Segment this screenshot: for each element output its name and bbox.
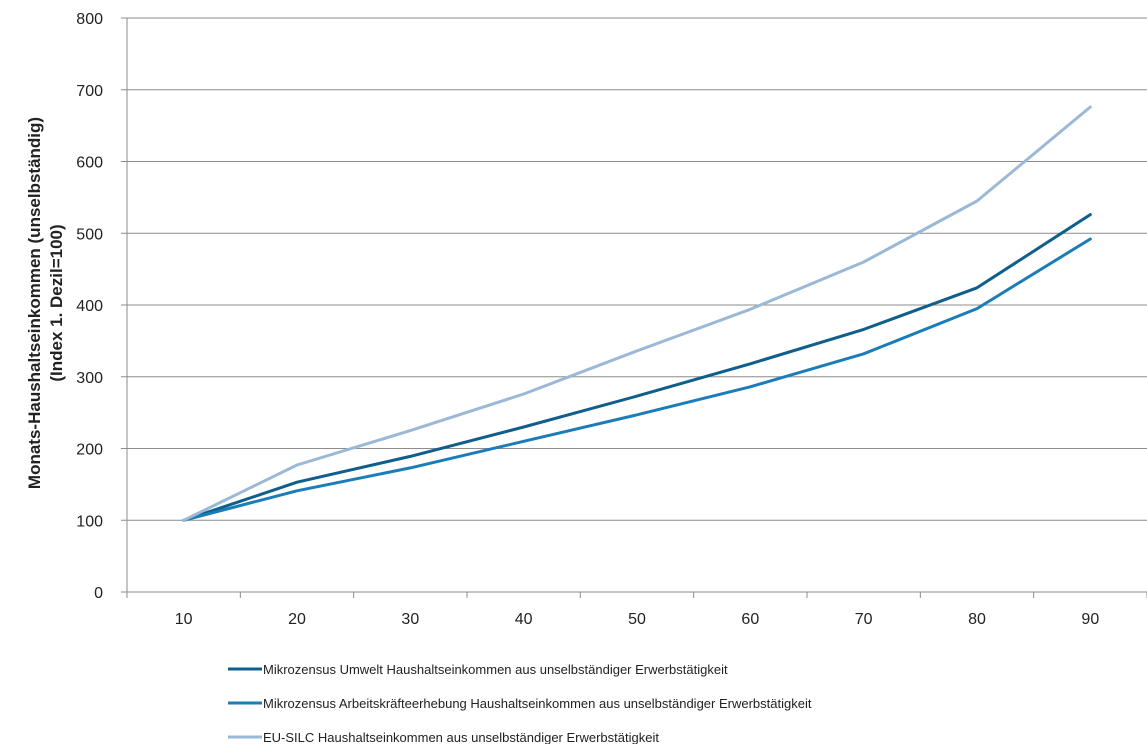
x-tick-label: 10 [175, 611, 193, 628]
legend-label-1: Mikrozensus Umwelt Haushaltseinkommen au… [263, 662, 728, 677]
x-tick-label: 70 [855, 611, 873, 628]
y-tick-label: 600 [76, 155, 103, 172]
legend: Mikrozensus Umwelt Haushaltseinkommen au… [228, 662, 812, 744]
gridlines [127, 17, 1147, 521]
y-axis-title: Monats-Haushaltseinkommen (unselbständig… [25, 117, 66, 489]
x-tick-label: 80 [968, 611, 986, 628]
series-lines [182, 105, 1092, 522]
y-tick-labels: 0 100 200 300 400 500 600 700 800 [76, 11, 103, 602]
x-tick-label: 60 [741, 611, 759, 628]
y-tick-label: 400 [76, 298, 103, 315]
x-tick-label: 30 [401, 611, 419, 628]
series-line-1 [182, 213, 1092, 522]
legend-label-2: Mikrozensus Arbeitskräfteerhebung Hausha… [263, 696, 812, 711]
y-tick-label: 300 [76, 370, 103, 387]
y-tick-label: 100 [76, 513, 103, 530]
x-tick-label: 50 [628, 611, 646, 628]
legend-label-3: EU-SILC Haushaltseinkommen aus unselbstä… [263, 730, 659, 744]
y-tick-label: 800 [76, 11, 103, 28]
x-tick-label: 90 [1081, 611, 1099, 628]
axes [121, 17, 1147, 598]
series-line-2 [182, 237, 1092, 522]
x-tick-label: 40 [515, 611, 533, 628]
x-tick-labels: 10 20 30 40 50 60 70 80 90 [175, 611, 1100, 628]
x-tick-label: 20 [288, 611, 306, 628]
y-tick-label: 500 [76, 226, 103, 243]
y-tick-label: 0 [94, 585, 103, 602]
y-tick-label: 700 [76, 83, 103, 100]
y-tick-label: 200 [76, 442, 103, 459]
series-line-3 [182, 105, 1092, 522]
y-axis-title-line-1: Monats-Haushaltseinkommen (unselbständig… [25, 117, 44, 489]
y-axis-title-line-2: (Index 1. Dezil=100) [47, 224, 66, 381]
